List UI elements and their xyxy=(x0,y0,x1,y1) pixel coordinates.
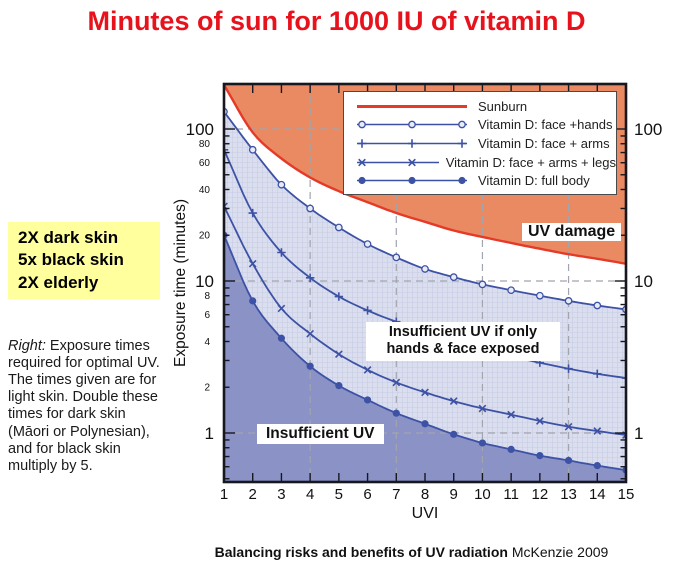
x-tick-label: 1 xyxy=(220,486,228,503)
series-vitamin-d-face-hands xyxy=(224,107,626,314)
series-vitamin-d-full-body xyxy=(224,231,626,474)
legend-label: Vitamin D: face + arms + legs xyxy=(445,154,616,170)
x-tick-label: 14 xyxy=(589,486,606,503)
x-tick-label: 10 xyxy=(474,486,491,503)
y-tick-minor-label: 8 xyxy=(204,291,210,302)
y-tick-minor-label: 40 xyxy=(199,185,211,196)
x-tick-label: 7 xyxy=(392,486,400,503)
x-tick-label: 11 xyxy=(503,486,519,503)
page-title: Minutes of sun for 1000 IU of vitamin D xyxy=(87,6,586,36)
note-text: Exposure times required for optimal UV. … xyxy=(8,338,160,474)
y-tick-minor-label: 2 xyxy=(204,383,210,394)
y-tick-minor-label: 60 xyxy=(199,158,211,169)
chart-legend: Sunburn Vitamin D: face +hands Vitamin D… xyxy=(343,91,617,195)
multiplier-black-skin: 5x black skin xyxy=(18,250,124,270)
legend-sample-face-arms xyxy=(357,139,467,148)
legend-sample-face-arms-legs xyxy=(357,158,439,166)
annotation-uv-damage: UV damage xyxy=(522,223,622,241)
legend-sample-sunburn xyxy=(357,104,467,108)
legend-label: Sunburn xyxy=(478,98,528,114)
legend-item-full-body: Vitamin D: full body xyxy=(353,171,616,190)
y-tick-label-right: 10 xyxy=(634,272,653,291)
caption-title: Balancing risks and benefits of UV radia… xyxy=(214,544,508,560)
caption-author: McKenzie 2009 xyxy=(507,544,609,560)
y-tick-label: 100 xyxy=(186,120,214,139)
y-tick-minor-label: 20 xyxy=(199,231,211,242)
x-tick-label: 12 xyxy=(532,486,549,503)
x-tick-label: 13 xyxy=(560,486,577,503)
y-tick-label: 10 xyxy=(195,272,214,291)
x-tick-label: 15 xyxy=(618,486,635,503)
skin-multiplier-note: 2X dark skin 5x black skin 2X elderly xyxy=(8,222,160,300)
legend-item-face-hands: Vitamin D: face +hands xyxy=(353,116,616,135)
x-tick-label: 3 xyxy=(277,486,285,503)
plot-border xyxy=(222,82,628,484)
y-tick-label: 1 xyxy=(205,424,214,443)
annotation-insufficient: Insufficient UV xyxy=(257,424,384,444)
y-tick-minor-label: 4 xyxy=(204,337,210,348)
y-tick-minor-label: 6 xyxy=(204,310,210,321)
legend-item-face-arms: Vitamin D: face + arms xyxy=(353,134,616,153)
x-tick-label: 8 xyxy=(421,486,429,503)
multiplier-dark-skin: 2X dark skin xyxy=(18,228,119,247)
legend-item-sunburn: Sunburn xyxy=(353,97,616,116)
y-tick-label-right: 100 xyxy=(634,120,662,139)
x-tick-label: 4 xyxy=(306,486,314,503)
note-label: Right: xyxy=(8,338,46,354)
legend-sample-full-body xyxy=(357,177,467,185)
y-axis-title: Exposure time (minutes) xyxy=(172,199,189,367)
figure-note: Right: Exposure times required for optim… xyxy=(8,338,162,475)
x-tick-label: 9 xyxy=(450,486,458,503)
source-caption: Balancing risks and benefits of UV radia… xyxy=(150,544,673,560)
multiplier-elderly: 2X elderly xyxy=(18,272,99,292)
x-tick-label: 2 xyxy=(249,486,257,503)
y-tick-label-right: 1 xyxy=(634,424,643,443)
region-insufficient xyxy=(224,235,626,482)
legend-item-face-arms-legs: Vitamin D: face + arms + legs xyxy=(353,153,616,172)
legend-sample-face-hands xyxy=(357,121,467,129)
annotation-insufficient-partial: Insufficient UV if only hands & face exp… xyxy=(366,322,560,361)
region-insufficient-partial xyxy=(224,111,626,471)
x-tick-label: 6 xyxy=(363,486,371,503)
legend-label: Vitamin D: face +hands xyxy=(478,117,613,133)
series-sunburn xyxy=(224,84,626,265)
x-axis-title: UVI xyxy=(411,505,439,522)
legend-label: Vitamin D: full body xyxy=(478,173,590,189)
x-tick-label: 5 xyxy=(335,486,343,503)
legend-label: Vitamin D: face + arms xyxy=(478,135,610,151)
y-tick-minor-label: 80 xyxy=(199,139,211,150)
